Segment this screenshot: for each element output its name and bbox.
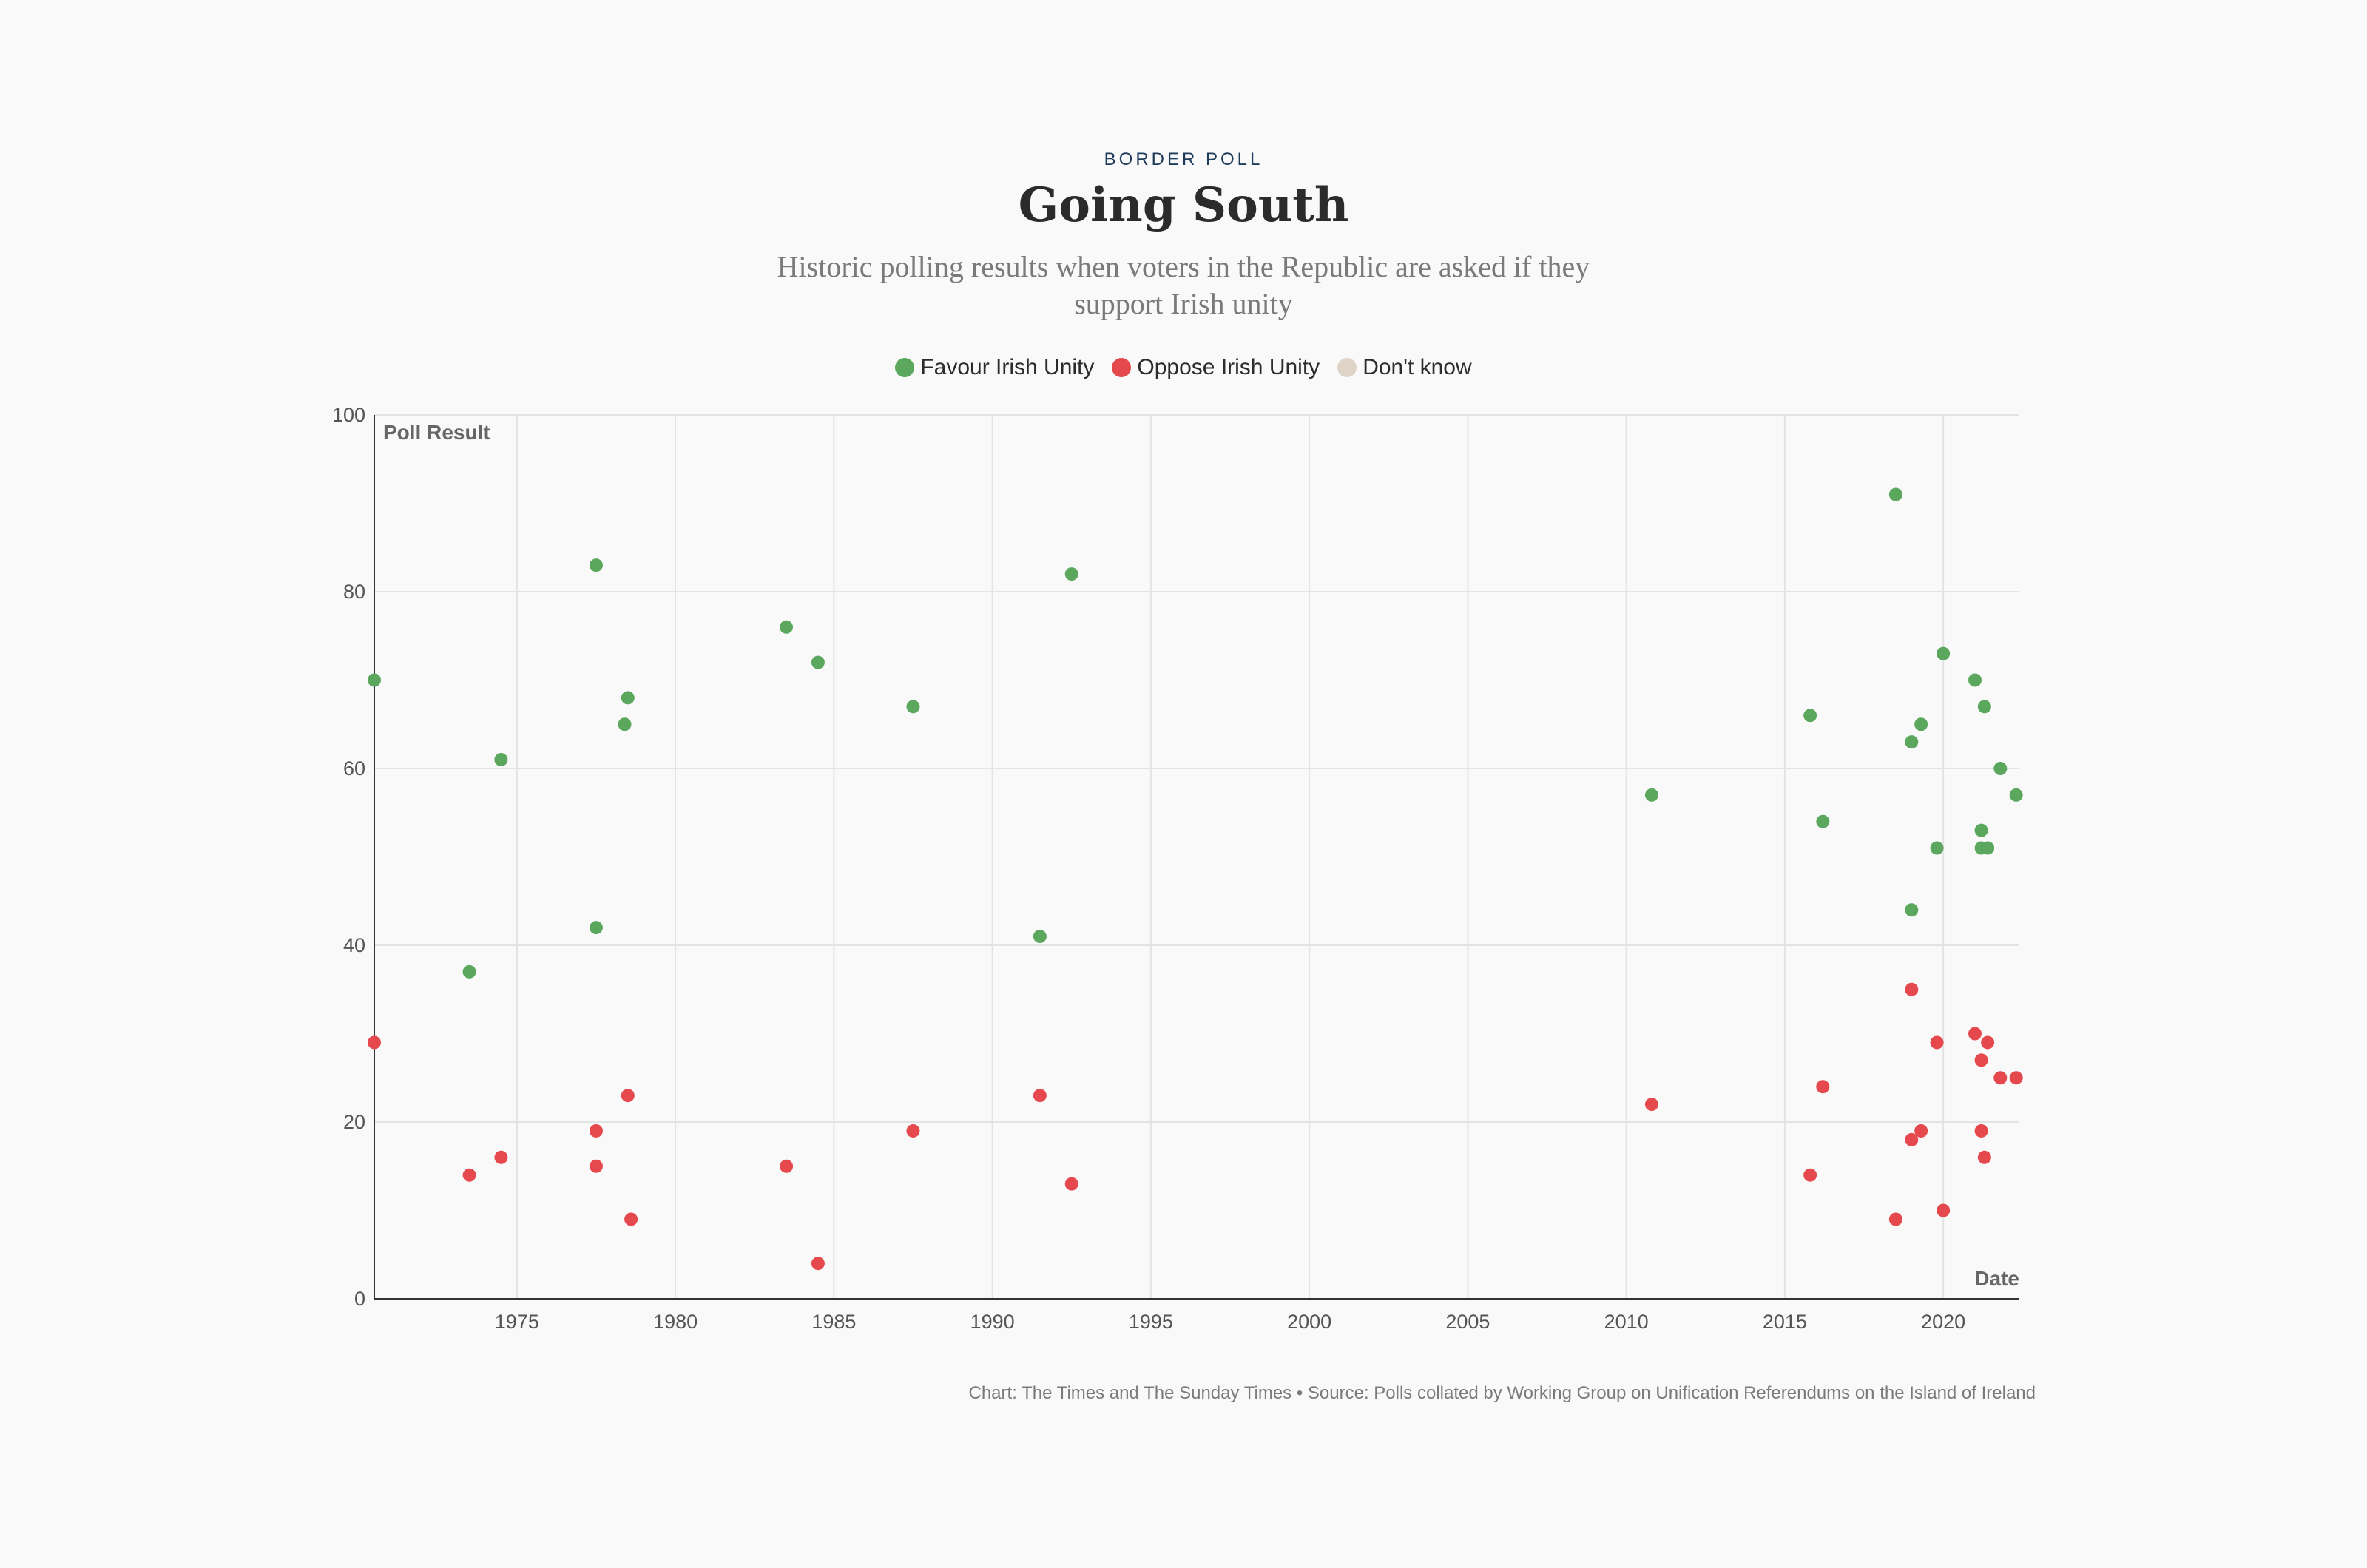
chart-footer-source: Chart: The Times and The Sunday Times • … — [968, 1383, 2036, 1403]
x-tick-label: 2010 — [1604, 1311, 1649, 1333]
data-point-oppose[interactable] — [462, 1168, 476, 1182]
x-tick-label: 1980 — [653, 1311, 698, 1333]
data-point-oppose[interactable] — [368, 1035, 381, 1050]
data-point-favour[interactable] — [1803, 709, 1817, 723]
data-point-oppose[interactable] — [494, 1150, 508, 1164]
data-point-oppose[interactable] — [1937, 1203, 1951, 1217]
axes — [374, 415, 2019, 1300]
data-point-favour[interactable] — [1930, 841, 1944, 855]
x-tick-label: 2000 — [1287, 1311, 1331, 1333]
data-points — [368, 487, 2023, 1271]
chart-kicker: BORDER POLL — [1104, 149, 1263, 169]
data-point-favour[interactable] — [906, 700, 920, 714]
data-point-oppose[interactable] — [1993, 1071, 2008, 1085]
x-tick-label: 1985 — [811, 1311, 856, 1333]
legend-item-dont-know[interactable]: Don't know — [1337, 355, 1472, 380]
data-point-favour[interactable] — [1905, 735, 1919, 749]
data-point-oppose[interactable] — [1644, 1098, 1658, 1112]
data-point-oppose[interactable] — [1905, 1132, 1919, 1146]
x-tick-label: 2015 — [1763, 1311, 1807, 1333]
data-point-favour[interactable] — [1033, 930, 1047, 944]
data-point-favour[interactable] — [1905, 903, 1919, 917]
data-point-oppose[interactable] — [906, 1123, 920, 1138]
legend-label-dont-know: Don't know — [1363, 355, 1472, 379]
legend-label-oppose: Oppose Irish Unity — [1137, 355, 1320, 379]
data-point-oppose[interactable] — [1816, 1080, 1830, 1094]
x-tick-label: 2020 — [1921, 1311, 1965, 1333]
data-point-favour[interactable] — [621, 691, 635, 705]
data-point-oppose[interactable] — [1888, 1212, 1902, 1226]
legend-swatch-dont-know — [1337, 358, 1357, 377]
data-point-favour[interactable] — [1974, 823, 1988, 837]
y-tick-label: 0 — [354, 1288, 365, 1310]
data-point-favour[interactable] — [589, 921, 603, 935]
data-point-oppose[interactable] — [1914, 1123, 1928, 1138]
data-point-favour[interactable] — [1993, 762, 2008, 775]
data-point-oppose[interactable] — [1803, 1168, 1817, 1182]
data-point-oppose[interactable] — [1968, 1027, 1982, 1041]
y-tick-label: 20 — [343, 1111, 365, 1133]
data-point-favour[interactable] — [1937, 646, 1951, 660]
data-point-favour[interactable] — [462, 964, 476, 979]
data-point-favour[interactable] — [1888, 487, 1902, 501]
data-point-favour[interactable] — [1977, 700, 1991, 714]
data-point-favour[interactable] — [1064, 567, 1078, 581]
data-point-oppose[interactable] — [1974, 1053, 1988, 1067]
data-point-oppose[interactable] — [589, 1123, 603, 1138]
chart-legend: Favour Irish Unity Oppose Irish Unity Do… — [0, 355, 2367, 380]
data-point-favour[interactable] — [1914, 717, 1928, 731]
x-tick-label: 1990 — [970, 1311, 1015, 1333]
data-point-favour[interactable] — [1968, 673, 1982, 687]
data-point-favour[interactable] — [589, 558, 603, 572]
y-tick-label: 80 — [343, 581, 365, 603]
data-point-favour[interactable] — [618, 717, 632, 731]
y-tick-label: 40 — [343, 934, 365, 956]
x-tick-label: 1975 — [495, 1311, 539, 1333]
data-point-oppose[interactable] — [1033, 1089, 1047, 1103]
y-axis-title: Poll Result — [383, 421, 490, 444]
data-point-oppose[interactable] — [1064, 1177, 1078, 1191]
y-tick-label: 60 — [343, 757, 365, 780]
data-point-oppose[interactable] — [1981, 1035, 1995, 1050]
data-point-oppose[interactable] — [811, 1257, 825, 1271]
data-point-oppose[interactable] — [2009, 1071, 2023, 1085]
data-point-oppose[interactable] — [621, 1089, 635, 1103]
data-point-favour[interactable] — [1981, 841, 1995, 855]
data-point-favour[interactable] — [368, 673, 381, 687]
data-point-favour[interactable] — [811, 655, 825, 669]
legend-swatch-oppose — [1112, 358, 1132, 377]
data-point-oppose[interactable] — [1905, 982, 1919, 996]
data-point-favour[interactable] — [494, 753, 508, 767]
data-point-oppose[interactable] — [1930, 1035, 1944, 1050]
data-point-oppose[interactable] — [1974, 1123, 1988, 1138]
data-point-oppose[interactable] — [1977, 1150, 1991, 1164]
legend-swatch-favour — [895, 358, 915, 377]
data-point-oppose[interactable] — [780, 1159, 794, 1173]
y-tick-label: 100 — [332, 404, 365, 426]
data-point-oppose[interactable] — [589, 1159, 603, 1173]
data-point-favour[interactable] — [1816, 814, 1830, 828]
x-tick-label: 1995 — [1129, 1311, 1173, 1333]
x-tick-label: 2005 — [1445, 1311, 1490, 1333]
data-point-favour[interactable] — [780, 620, 794, 634]
legend-item-favour[interactable]: Favour Irish Unity — [895, 355, 1094, 380]
chart-title: Going South — [1018, 178, 1349, 233]
tick-labels: 0 20 40 60 80 100 1975 1980 1985 1990 1995 2000 2005… — [332, 404, 1965, 1333]
data-point-favour[interactable] — [2009, 788, 2023, 802]
legend-label-favour: Favour Irish Unity — [920, 355, 1095, 379]
chart-subtitle: Historic polling results when voters in … — [777, 250, 1590, 320]
data-point-favour[interactable] — [1644, 788, 1658, 802]
legend-item-oppose[interactable]: Oppose Irish Unity — [1112, 355, 1320, 380]
grid-lines — [374, 414, 2019, 1299]
data-point-oppose[interactable] — [624, 1212, 638, 1226]
x-axis-title: Date — [1974, 1267, 2019, 1290]
